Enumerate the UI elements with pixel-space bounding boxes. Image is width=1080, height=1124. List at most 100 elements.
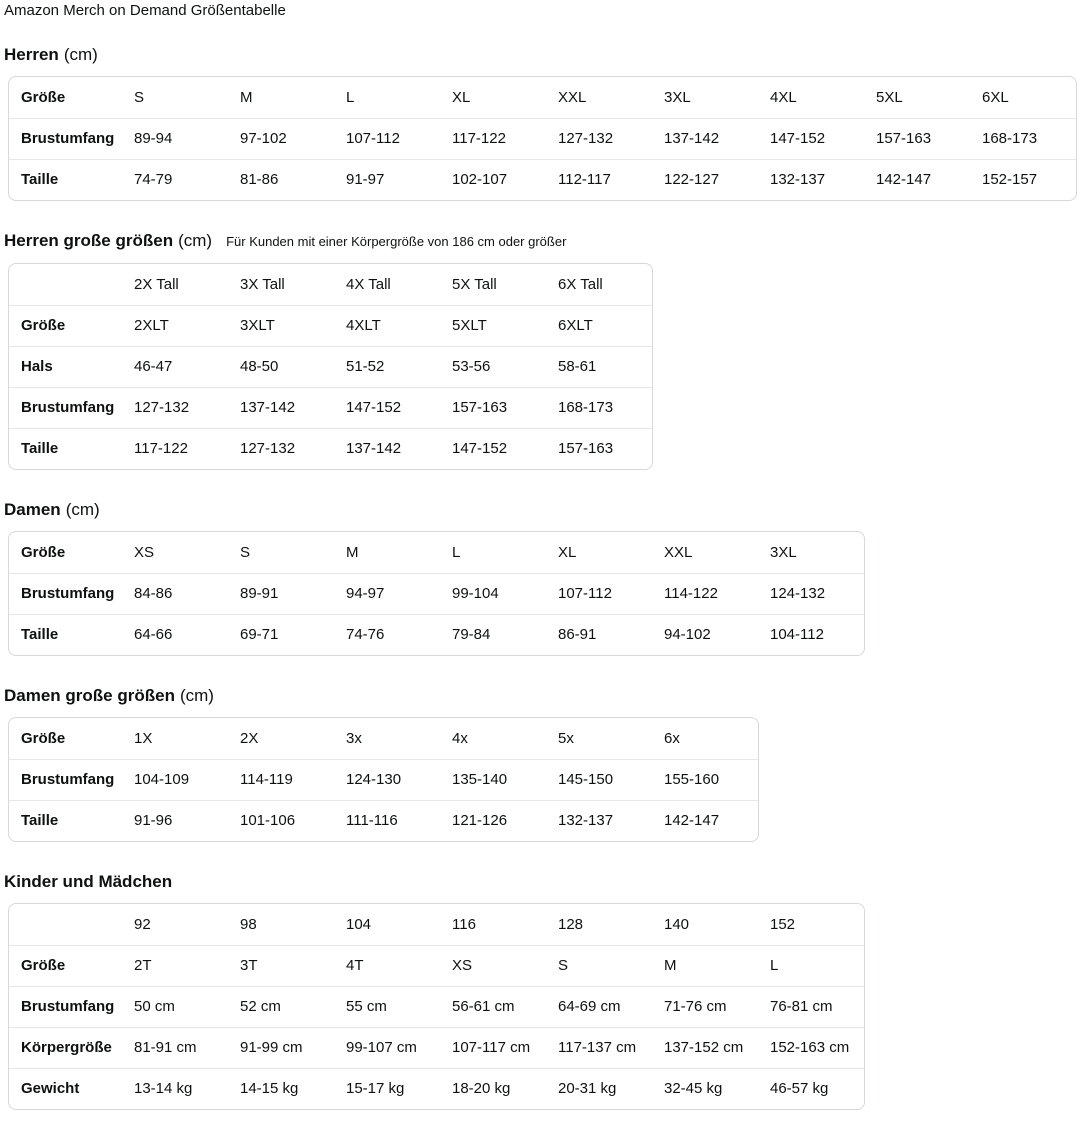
cell: 71-76 cm [652,985,758,1027]
size-table: Größe S M L XL XXL 3XL 4XL 5XL 6XL Brustumfang 89-9… [9,77,1076,200]
cell: 145-150 [546,758,652,800]
row-label: Taille [9,427,122,469]
cell: 137-142 [652,117,758,159]
cell: 56-61 cm [440,985,546,1027]
cell: 137-152 cm [652,1026,758,1068]
cell: 15-17 kg [334,1067,440,1109]
cell: 99-107 cm [334,1026,440,1068]
row-label: Gewicht [9,1067,122,1109]
cell: 102-107 [440,158,546,200]
cell: 3XL [770,543,797,561]
cell: 142-147 [864,158,970,200]
cell: 157-163 [440,386,546,428]
cell: 107-112 [546,572,652,614]
cell: 127-132 [546,117,652,159]
section-heading-text: Herren große größen [4,231,174,250]
row-label: Größe [9,944,122,986]
section-heading-text: Damen große größen [4,686,175,705]
cell: M [652,944,758,986]
cell: XXL [558,88,587,106]
cell: 114-122 [652,572,758,614]
cell: 86-91 [546,613,652,655]
cell: 91-99 cm [228,1026,334,1068]
cell: 127-132 [122,386,228,428]
cell: 89-91 [228,572,334,614]
table-row: Größe S M L XL XXL 3XL 4XL 5XL 6XL [9,77,1076,118]
section-heading-unit: (cm) [178,231,213,250]
cell: 127-132 [228,427,334,469]
cell: 5XLT [440,304,546,346]
cell: 112-117 [546,158,652,200]
row-label [9,904,122,945]
cell: 152 [770,915,796,933]
cell: 4X Tall [346,275,391,293]
section-note: Für Kunden mit einer Körpergröße von 186… [226,234,567,249]
row-label: Brustumfang [9,117,122,159]
cell: 6XLT [546,304,652,346]
cell: 137-142 [228,386,334,428]
cell: L [758,944,864,986]
size-table-wrap: Größe XS S M L XL XXL 3XL Brustumfang 84-86 89-91 9… [8,531,865,656]
page-title: Amazon Merch on Demand Größentabelle [4,2,286,19]
cell: XXL [664,543,693,561]
cell: 6x [664,729,680,747]
cell: 117-122 [122,427,228,469]
cell: 140 [664,915,690,933]
cell: 55 cm [334,985,440,1027]
cell: 81-86 [228,158,334,200]
cell: 2X [240,729,259,747]
cell: S [240,543,251,561]
cell: 168-173 [546,386,652,428]
section-heading-text: Herren [4,45,59,64]
cell: 99-104 [440,572,546,614]
table-row: Größe 1X 2X 3x 4x 5x 6x [9,718,758,759]
cell: 3XL [664,88,691,106]
cell: 52 cm [228,985,334,1027]
table-row: Taille 117-122 127-132 137-142 147-152 157-16… [9,427,652,469]
cell: XS [440,944,546,986]
size-table: 2X Tall 3X Tall 4X Tall 5X Tall 6X Tall Größe… [9,264,652,469]
cell: 2XLT [122,304,228,346]
section: Damen (cm) Größe XS S M L XL XXL 3XL Brustumfang 84… [4,500,1076,656]
row-label: Hals [9,345,122,387]
cell: 5x [558,729,574,747]
size-charts: Herren (cm) Größe S M L XL XXL 3XL 4XL 5XL 6XL Brust… [4,45,1077,1110]
section: Herren (cm) Größe S M L XL XXL 3XL 4XL 5XL 6XL Brust… [4,45,1077,201]
cell: 107-112 [334,117,440,159]
row-label: Brustumfang [9,572,122,614]
cell: 4T [334,944,440,986]
cell: 104 [346,915,372,933]
cell: 81-91 cm [122,1026,228,1068]
cell: 137-142 [334,427,440,469]
cell: 20-31 kg [546,1067,652,1109]
cell: 2X Tall [134,275,179,293]
cell: 142-147 [652,799,758,841]
table-row: Größe XS S M L XL XXL 3XL [9,532,864,573]
cell: 89-94 [122,117,228,159]
cell: 116 [452,915,476,933]
cell: 98 [240,915,257,933]
cell: 1X [134,729,153,747]
cell: 4x [452,729,468,747]
row-label: Größe [9,304,122,346]
table-row: Taille 91-96 101-106 111-116 121-126 132-137 1… [9,799,758,841]
cell: 74-76 [334,613,440,655]
table-row: Gewicht 13-14 kg 14-15 kg 15-17 kg 18-20 kg 2… [9,1067,864,1109]
size-table: 92 98 104 116 128 140 152 Größe 2T 3T 4T XS S M L Brust… [9,904,864,1109]
cell: 5XL [876,88,903,106]
table-row: Taille 74-79 81-86 91-97 102-107 112-117 122-1… [9,158,1076,200]
cell: 32-45 kg [652,1067,758,1109]
cell: 114-119 [228,758,334,800]
cell: 94-102 [652,613,758,655]
table-row: Brustumfang 89-94 97-102 107-112 117-122 127-… [9,117,1076,159]
row-label: Brustumfang [9,758,122,800]
cell: 14-15 kg [228,1067,334,1109]
cell: 104-109 [122,758,228,800]
cell: 157-163 [546,427,652,469]
row-label: Größe [21,729,66,747]
cell: 18-20 kg [440,1067,546,1109]
cell: 4XL [770,88,797,106]
cell: 91-96 [122,799,228,841]
section-heading-unit: (cm) [63,45,98,64]
cell: 135-140 [440,758,546,800]
